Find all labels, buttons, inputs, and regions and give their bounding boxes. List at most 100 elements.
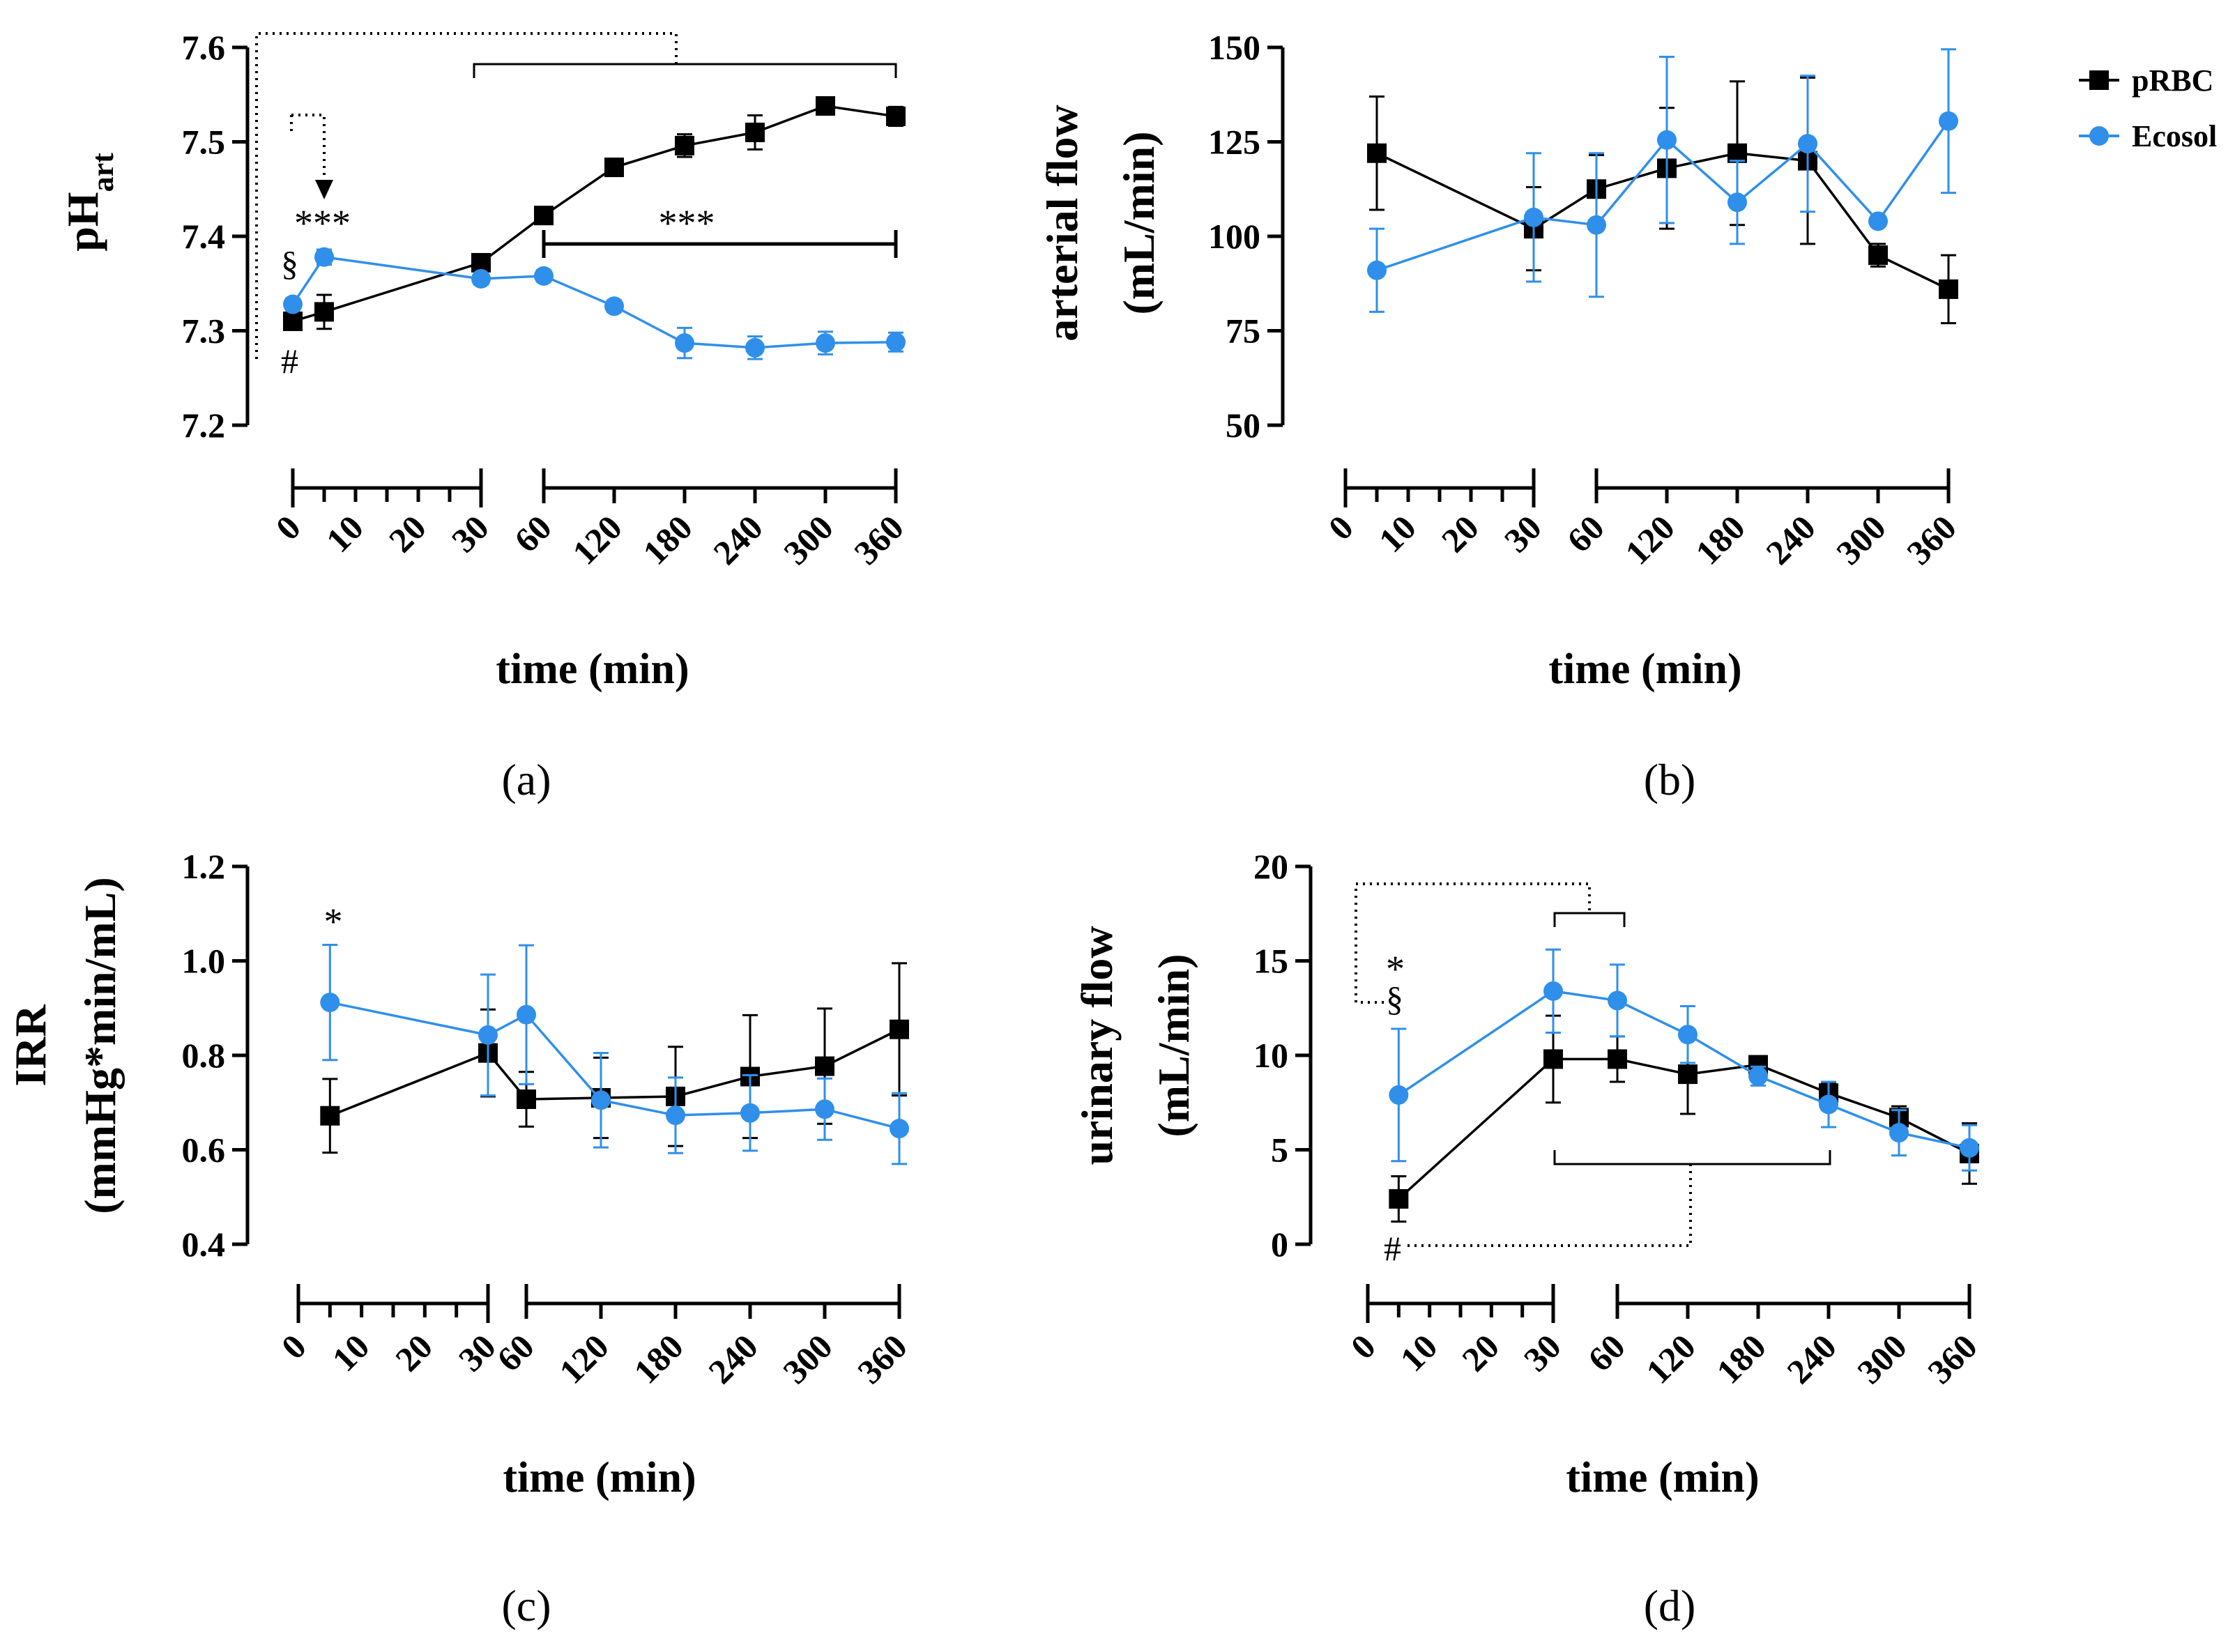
panel-c-x-tick-label: 120: [551, 1326, 616, 1391]
panel-d-x-tick-label: 360: [1920, 1326, 1985, 1391]
panel-c-x-tick-label: 20: [388, 1326, 440, 1379]
panel-b-y-tick-label: 125: [1208, 123, 1260, 162]
panel-a-prbc-point: [816, 96, 835, 116]
panel-a-ylabel: pHart: [58, 153, 120, 252]
legend: pRBC Ecosol: [2079, 63, 2217, 153]
annot-d-dotted-bracket-top: [1355, 882, 1591, 1004]
panel-d-prbc-point: [1543, 1049, 1563, 1069]
panel-b-y-tick-label: 100: [1208, 217, 1260, 256]
panel-c-y-tick-label: 0.8: [182, 1036, 226, 1075]
panel-d-x-tick-label: 20: [1454, 1326, 1506, 1379]
panel-c-y-tick-label: 0.6: [182, 1131, 226, 1170]
panel-a-ecosol-point: [604, 296, 624, 316]
panel-b-ecosol-point: [1367, 260, 1387, 280]
panel-b-x-tick-label: 60: [1559, 507, 1612, 560]
annot-d-section: §: [1386, 979, 1403, 1018]
legend-ecosol-label: Ecosol: [2132, 119, 2217, 153]
panel-a-annotations: *** *** § #: [255, 32, 898, 381]
panel-a-ecosol-point: [745, 337, 765, 358]
panel-a-prbc-point: [283, 311, 303, 331]
legend-prbc-marker: [2089, 70, 2109, 90]
panel-c-xlabel: time (min): [503, 1454, 696, 1501]
panel-c-y-tick-label: 0.4: [182, 1225, 226, 1264]
panel-d-ecosol-point: [1543, 981, 1563, 1001]
panel-d: urinary flow (mL/min) time (min) (d) * §…: [1072, 847, 1985, 1630]
panel-a-ecosol-point: [675, 333, 694, 353]
panel-b-x-tick-label: 300: [1829, 507, 1893, 572]
panel-a-prbc-point: [886, 106, 906, 126]
annot-a-stars-2: ***: [659, 202, 715, 244]
annot-a-arrow-head: [315, 180, 333, 199]
panel-d-x-tick-label: 240: [1779, 1326, 1844, 1391]
panel-c-ylabel-line2: (mmHg*min/mL): [75, 877, 125, 1214]
panel-a-ecosol-point: [471, 268, 491, 289]
panel-a-x-tick-label: 0: [268, 507, 308, 547]
panel-c-prbc-point: [890, 1019, 909, 1039]
panel-d-ecosol-point: [1889, 1123, 1909, 1143]
panel-b-ecosol-point: [1939, 111, 1958, 131]
panel-a-xlabel: time (min): [496, 645, 689, 693]
panel-d-label: (d): [1644, 1581, 1696, 1630]
panel-c-label: (c): [501, 1581, 551, 1630]
panel-c-x-tick-label: 10: [324, 1326, 376, 1379]
panel-b-x-tick-label: 0: [1321, 507, 1361, 547]
panel-a-prbc-point: [534, 206, 554, 226]
panel-c-x-tick-label: 360: [850, 1326, 915, 1391]
panel-c-x-tick-label: 180: [626, 1326, 691, 1391]
legend-prbc-label: pRBC: [2132, 63, 2213, 98]
panel-c: IRR (mmHg*min/mL) time (min) (c) * 0.4 0.…: [6, 847, 915, 1630]
panel-a-ecosol-point: [283, 294, 303, 314]
panel-b-ecosol-point: [1868, 211, 1888, 231]
panel-b-y-tick-label: 75: [1226, 312, 1260, 351]
panel-b-ecosol-point: [1727, 192, 1747, 213]
panel-b-x-tick-label: 180: [1688, 507, 1753, 572]
panel-b: arterial flow (mL/min) time (min) (b) 50…: [1037, 28, 1964, 804]
panel-d-x-tick-label: 300: [1849, 1326, 1914, 1391]
panel-d-x-tick-label: 180: [1709, 1326, 1773, 1391]
panel-b-ecosol-point: [1798, 134, 1817, 154]
panel-b-x-tick-label: 120: [1617, 507, 1682, 572]
panel-d-x-tick-label: 30: [1516, 1326, 1569, 1379]
panel-d-ecosol-point: [1678, 1025, 1698, 1045]
panel-d-x-tick-label: 10: [1392, 1326, 1444, 1379]
panel-a-x-tick-label: 60: [507, 507, 559, 560]
annot-a-dotted-bracket: [255, 32, 678, 359]
panel-c-prbc-point: [320, 1106, 340, 1126]
panel-d-y-tick-label: 0: [1271, 1225, 1288, 1264]
annot-a-section: §: [281, 244, 298, 283]
panel-b-ylabel-line1: arterial flow: [1037, 105, 1087, 341]
panel-b-prbc-point: [1367, 143, 1387, 163]
panel-d-y-tick-label: 5: [1271, 1131, 1288, 1170]
annot-d-hash: #: [1384, 1229, 1401, 1268]
panel-c-x-tick-label: 0: [274, 1326, 314, 1366]
panel-a-x-tick-label: 180: [635, 507, 700, 572]
annot-d-star: *: [1386, 948, 1405, 990]
panel-b-x-tick-label: 20: [1434, 507, 1486, 560]
panel-d-y-tick-label: 10: [1253, 1036, 1288, 1075]
panel-a-ecosol-point: [534, 266, 554, 286]
panel-b-prbc-point: [1868, 245, 1888, 266]
panel-d-ecosol-point: [1960, 1138, 1979, 1158]
panel-b-ecosol-point: [1524, 207, 1543, 227]
panel-a-prbc-point: [745, 122, 765, 142]
panel-c-prbc-point: [815, 1056, 834, 1076]
panel-b-ecosol-line: [1376, 120, 1950, 272]
panel-a-y-tick-label: 7.4: [182, 217, 226, 256]
panel-d-prbc-point: [1389, 1188, 1409, 1209]
panel-a-x-tick-label: 120: [565, 507, 630, 572]
panel-a-ecosol-line: [291, 255, 897, 349]
panel-c-ecosol-point: [740, 1103, 760, 1123]
panel-b-x-tick-label: 240: [1758, 507, 1823, 572]
panel-c-x-tick-label: 240: [701, 1326, 765, 1391]
panel-a-prbc-line: [292, 105, 897, 323]
annot-a-bracket-mid: [542, 230, 898, 258]
panel-d-ecosol-point: [1748, 1066, 1768, 1086]
panel-b-x-tick-label: 10: [1371, 507, 1424, 560]
panel-d-xlabel: time (min): [1566, 1454, 1759, 1501]
panel-c-y-tick-label: 1.2: [182, 847, 226, 886]
annot-a-stars: ***: [294, 202, 351, 244]
panel-a-label: (a): [501, 755, 551, 804]
panel-d-prbc-line: [1398, 1057, 1970, 1200]
panel-a: pHart time (min) (a) *** *** § # 7.2 7.3 7…: [58, 28, 911, 804]
panel-b-y-tick-label: 150: [1208, 28, 1260, 67]
